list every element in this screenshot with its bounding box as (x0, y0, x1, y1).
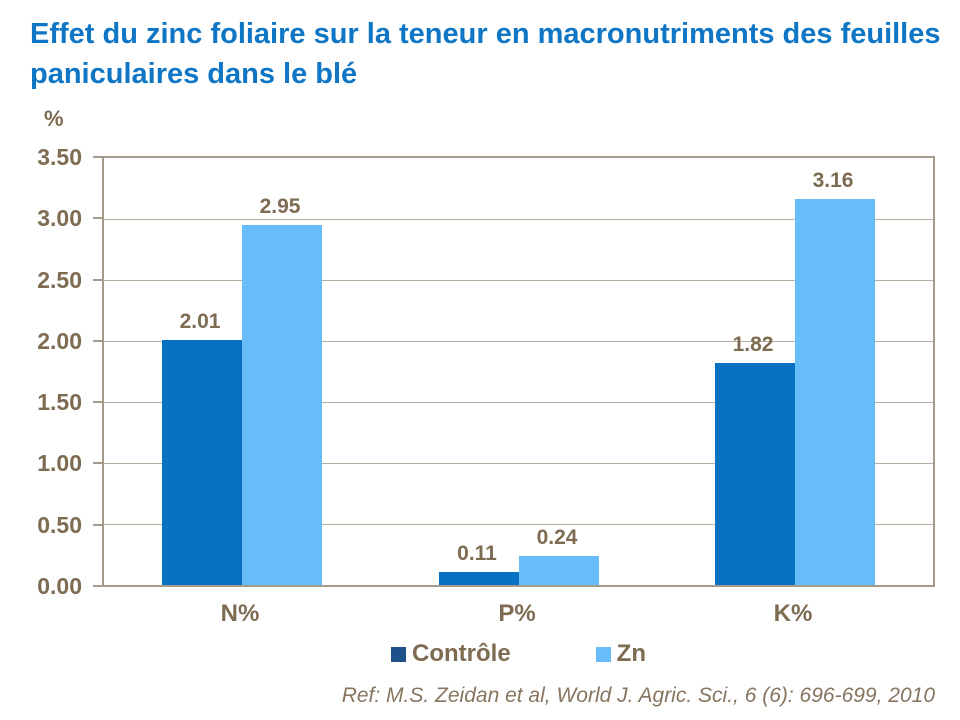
plot-area (102, 156, 935, 587)
y-axis-tick-mark (93, 340, 102, 342)
y-axis-tick-mark (93, 462, 102, 464)
chart-legend: Contrôle Zn (102, 640, 935, 668)
bar-value-label: 2.95 (259, 195, 301, 218)
y-axis-tick-label: 3.50 (37, 144, 82, 170)
chart-title: Effet du zinc foliaire sur la teneur en … (30, 18, 941, 91)
x-axis-category-label: P% (498, 600, 536, 627)
bar-Contrôle-K% (715, 363, 795, 585)
legend-item-Zn: Zn (595, 640, 646, 668)
y-axis-tick-mark (93, 524, 102, 526)
gridline (104, 463, 933, 464)
y-axis-tick-label: 1.00 (37, 450, 82, 476)
bar-Contrôle-P% (439, 572, 519, 585)
y-axis-tick-mark (93, 156, 102, 158)
legend-item-Contrôle: Contrôle (391, 640, 511, 668)
gridline (104, 341, 933, 342)
bar-Contrôle-N% (162, 340, 242, 585)
y-axis-unit-label: % (44, 106, 64, 131)
bar-value-label: 0.24 (536, 526, 578, 549)
y-axis-tick-label: 2.00 (37, 328, 82, 354)
bar-value-label: 2.01 (179, 310, 221, 333)
legend-label: Contrôle (412, 640, 511, 667)
y-axis-tick-mark (93, 401, 102, 403)
gridline (104, 219, 933, 220)
bar-Zn-K% (795, 199, 875, 585)
y-axis-tick-mark (93, 279, 102, 281)
y-axis-tick-label: 2.50 (37, 267, 82, 293)
y-axis-tick-mark (93, 217, 102, 219)
legend-swatch-Contrôle (391, 646, 406, 662)
bar-value-label: 0.11 (457, 542, 497, 565)
gridline (104, 280, 933, 281)
legend-swatch-Zn (595, 646, 611, 662)
legend-label: Zn (616, 640, 646, 667)
x-axis-category-label: N% (220, 600, 260, 627)
bar-Zn-P% (519, 556, 599, 585)
bar-value-label: 1.82 (732, 333, 774, 356)
y-axis-tick-label: 0.50 (37, 512, 82, 538)
x-axis-category-label: K% (773, 600, 813, 627)
y-axis-tick-mark (93, 585, 102, 587)
y-axis-tick-label: 1.50 (37, 389, 82, 415)
bar-Zn-N% (242, 225, 322, 585)
y-axis-tick-label: 0.00 (37, 573, 82, 599)
gridline (104, 524, 933, 525)
gridline (104, 402, 933, 403)
y-axis-tick-label: 3.00 (37, 205, 82, 231)
bar-value-label: 3.16 (812, 169, 854, 192)
reference-footnote: Ref: M.S. Zeidan et al, World J. Agric. … (341, 684, 935, 707)
